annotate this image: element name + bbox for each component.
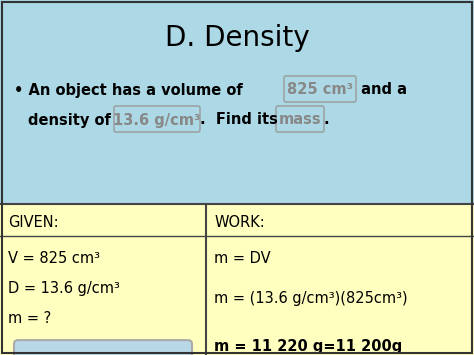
Text: m: m — [119, 354, 143, 355]
Text: m = ?: m = ? — [8, 311, 51, 326]
Text: • An object has a volume of: • An object has a volume of — [14, 82, 248, 98]
Text: m = 11 220 g=11 200g: m = 11 220 g=11 200g — [214, 339, 402, 354]
Text: GIVEN:: GIVEN: — [8, 215, 59, 230]
Text: 825 cm³: 825 cm³ — [287, 82, 353, 98]
Text: .  Find its: . Find its — [200, 113, 283, 127]
Text: and a: and a — [356, 82, 407, 98]
Text: .: . — [324, 113, 329, 127]
Text: m = (13.6 g/cm³)(825cm³): m = (13.6 g/cm³)(825cm³) — [214, 291, 408, 306]
Text: m = DV: m = DV — [214, 251, 271, 266]
Text: 13.6 g/cm³: 13.6 g/cm³ — [113, 113, 201, 127]
Text: density of: density of — [28, 113, 116, 127]
Text: D = 13.6 g/cm³: D = 13.6 g/cm³ — [8, 280, 120, 296]
Text: D. Density: D. Density — [164, 24, 310, 52]
FancyBboxPatch shape — [14, 340, 192, 355]
Bar — [0, 204, 474, 355]
Text: V = 825 cm³: V = 825 cm³ — [8, 251, 100, 266]
Text: WORK:: WORK: — [214, 215, 265, 230]
Text: mass: mass — [279, 113, 321, 127]
